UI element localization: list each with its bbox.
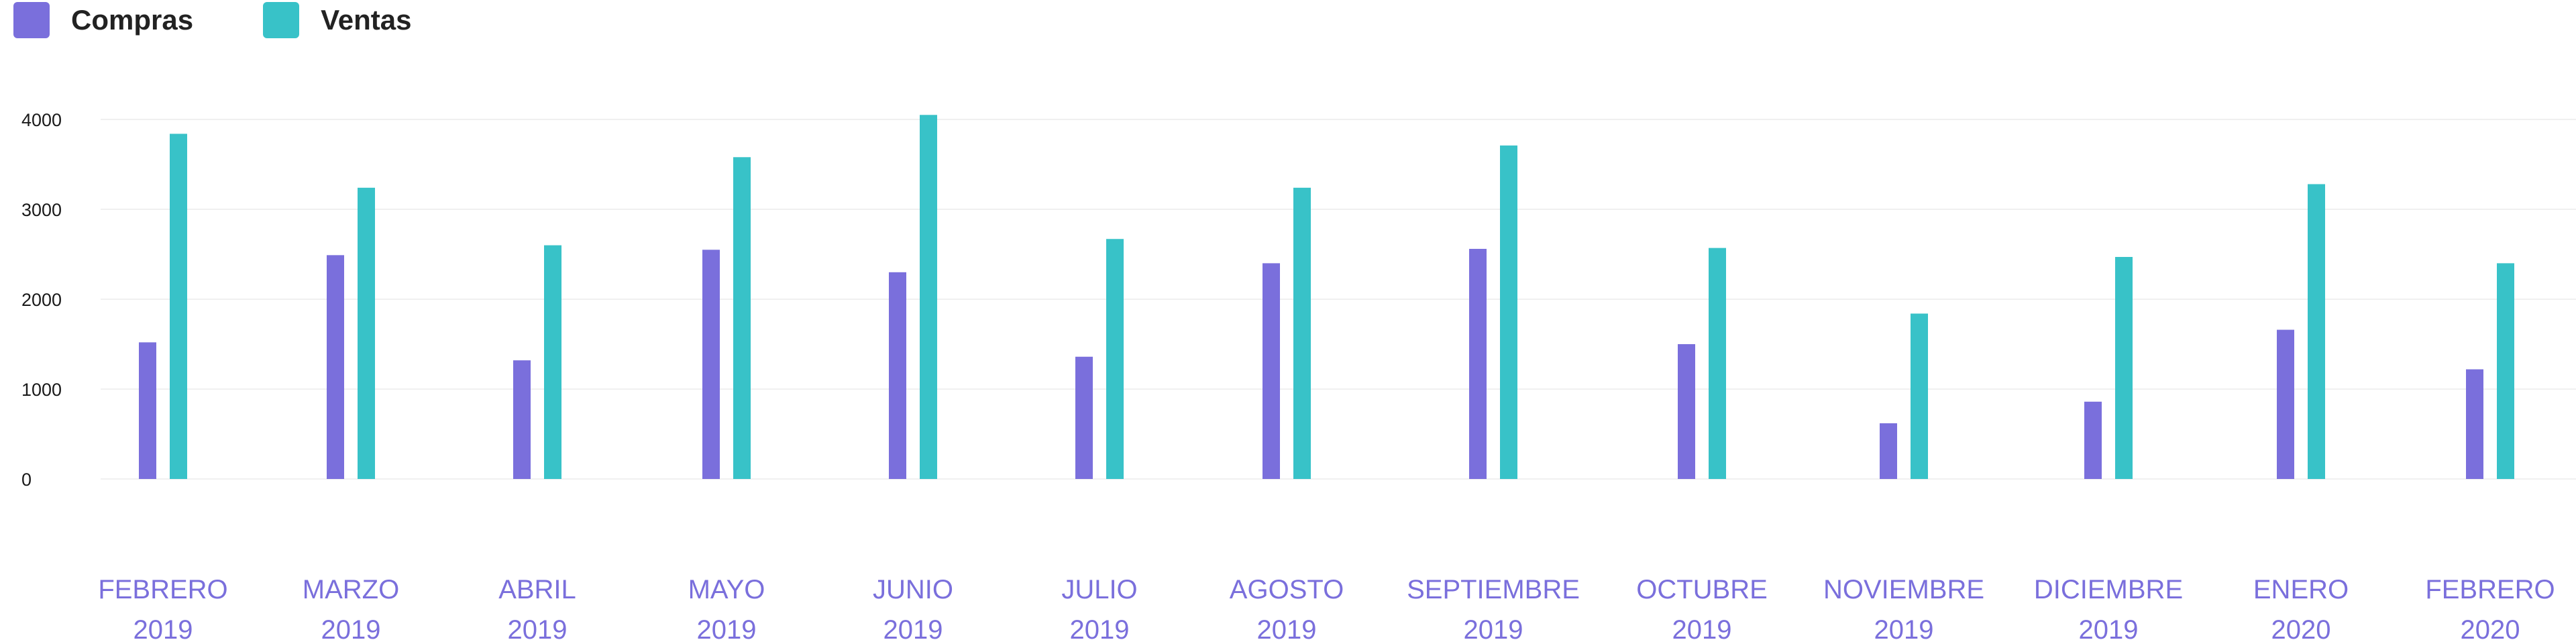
x-category-label: JUNIO — [873, 575, 953, 604]
bar-ventas[interactable] — [1106, 239, 1124, 479]
legend-item-ventas[interactable]: Ventas — [263, 2, 411, 38]
x-category-year: 2020 — [2461, 615, 2520, 642]
bar-ventas[interactable] — [358, 187, 375, 479]
x-category-label: SEPTIEMBRE — [1407, 575, 1580, 604]
bar-ventas[interactable] — [544, 245, 561, 479]
bar-compras[interactable] — [1678, 344, 1695, 479]
x-category-label: MAYO — [688, 575, 765, 604]
x-category-year: 2019 — [321, 615, 381, 642]
x-category-year: 2019 — [133, 615, 193, 642]
legend-swatch-ventas — [263, 2, 300, 38]
bar-compras[interactable] — [1075, 356, 1093, 479]
bar-compras[interactable] — [2466, 369, 2483, 479]
bar-ventas[interactable] — [2115, 257, 2133, 479]
x-category-label: JULIO — [1061, 575, 1137, 604]
bar-ventas[interactable] — [920, 115, 937, 480]
x-category-label: MARZO — [303, 575, 399, 604]
y-tick-label: 3000 — [21, 200, 62, 220]
y-tick-label: 0 — [21, 470, 32, 490]
legend-label-ventas: Ventas — [321, 4, 412, 36]
x-category-label: AGOSTO — [1230, 575, 1344, 604]
x-category-year: 2019 — [697, 615, 757, 642]
x-category-year: 2020 — [2271, 615, 2331, 642]
x-category-year: 2019 — [2079, 615, 2139, 642]
x-category-year: 2019 — [883, 615, 943, 642]
x-category-year: 2019 — [1464, 615, 1523, 642]
y-tick-label: 1000 — [21, 380, 62, 400]
bar-compras[interactable] — [1263, 263, 1280, 479]
x-category-label: OCTUBRE — [1636, 575, 1768, 604]
x-category-label: ABRIL — [498, 575, 576, 604]
chart-legend: Compras Ventas — [13, 0, 481, 40]
bar-ventas[interactable] — [1500, 145, 1517, 480]
x-category-label: FEBRERO — [98, 575, 227, 604]
bar-ventas[interactable] — [2308, 184, 2325, 479]
bar-ventas[interactable] — [1709, 248, 1726, 479]
bar-compras[interactable] — [513, 360, 531, 479]
bar-compras[interactable] — [139, 342, 156, 479]
bar-compras[interactable] — [2277, 329, 2294, 479]
legend-item-compras[interactable]: Compras — [13, 2, 193, 38]
bar-ventas[interactable] — [1911, 313, 1928, 479]
bar-ventas[interactable] — [2497, 263, 2514, 479]
x-category-year: 2019 — [1257, 615, 1317, 642]
bar-compras[interactable] — [702, 250, 720, 479]
legend-label-compras: Compras — [71, 4, 194, 36]
y-tick-label: 2000 — [21, 290, 62, 310]
bar-ventas[interactable] — [733, 157, 751, 479]
x-category-label: DICIEMBRE — [2034, 575, 2183, 604]
bar-compras[interactable] — [1469, 248, 1487, 479]
x-category-year: 2019 — [1874, 615, 1934, 642]
bar-compras[interactable] — [889, 272, 906, 479]
bar-ventas[interactable] — [170, 133, 187, 479]
y-tick-label: 4000 — [21, 110, 62, 130]
bar-compras[interactable] — [327, 255, 344, 479]
x-category-label: NOVIEMBRE — [1823, 575, 1984, 604]
x-category-year: 2019 — [1672, 615, 1732, 642]
x-category-label: FEBRERO — [2425, 575, 2555, 604]
bar-compras[interactable] — [1880, 423, 1897, 479]
x-category-year: 2019 — [1070, 615, 1130, 642]
bar-compras[interactable] — [2084, 401, 2102, 479]
legend-swatch-compras — [13, 2, 50, 38]
bar-ventas[interactable] — [1293, 187, 1311, 479]
x-category-year: 2019 — [508, 615, 568, 642]
x-category-label: ENERO — [2253, 575, 2349, 604]
